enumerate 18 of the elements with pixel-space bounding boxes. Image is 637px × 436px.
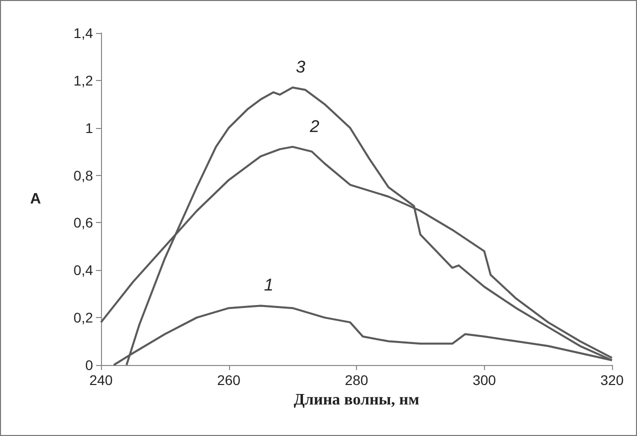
y-tick-label: 0 (85, 357, 94, 373)
x-tick-label: 300 (472, 372, 496, 388)
y-tick-label: 0,8 (74, 167, 94, 184)
y-axis-title: A (30, 190, 42, 208)
annotation: 1 (264, 276, 274, 295)
annotation: 2 (308, 116, 320, 136)
y-tick-label: 0,6 (74, 214, 94, 231)
x-tick-label: 280 (344, 372, 368, 388)
y-tick-label: 0,2 (74, 310, 94, 326)
y-tick-label: 1,4 (74, 25, 94, 41)
x-tick-label: 320 (600, 372, 624, 388)
x-tick-label: 240 (89, 372, 113, 388)
y-tick-label: 1,2 (74, 72, 94, 88)
x-axis-title: Длина волны, нм (294, 391, 420, 408)
y-tick-label: 0,4 (74, 262, 94, 278)
y-tick-label: 1 (85, 120, 94, 136)
x-tick-label: 260 (217, 372, 241, 388)
annotation: 3 (296, 58, 306, 77)
